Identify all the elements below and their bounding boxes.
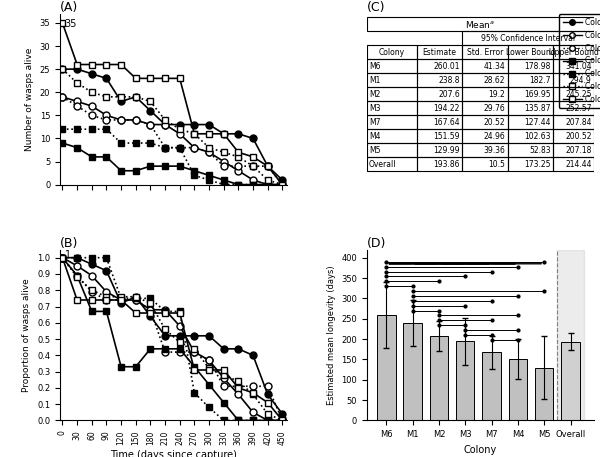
Text: Colony: Colony [379,48,405,57]
Text: 167.64: 167.64 [433,118,460,127]
Text: 52.83: 52.83 [529,146,551,155]
Bar [403,323,422,420]
Text: Estimate: Estimate [422,48,457,57]
Text: 182.7: 182.7 [529,76,551,85]
X-axis label: Time (days since capture): Time (days since capture) [110,450,237,457]
Text: 20.52: 20.52 [484,118,505,127]
Text: (D): (D) [367,237,386,250]
Text: Overall: Overall [369,160,397,169]
Text: 260.01: 260.01 [433,62,460,71]
Text: Lower Bound: Lower Bound [506,48,555,57]
Text: 214.44: 214.44 [565,160,592,169]
Bar [377,314,395,420]
Text: 102.63: 102.63 [524,132,551,141]
Text: M6: M6 [369,62,380,71]
Bar [557,250,584,420]
Bar [482,352,501,420]
Text: (B): (B) [60,237,79,250]
Text: M2: M2 [369,90,380,99]
Text: 341.04: 341.04 [565,62,592,71]
Text: 39.36: 39.36 [484,146,505,155]
Text: 207.18: 207.18 [565,146,592,155]
Text: 294.9: 294.9 [570,76,592,85]
Text: M4: M4 [369,132,380,141]
Text: 238.8: 238.8 [439,76,460,85]
Text: 10.5: 10.5 [488,160,505,169]
Bar [509,359,527,420]
Text: 252.57: 252.57 [565,104,592,113]
Text: 245.25: 245.25 [565,90,592,99]
Text: 207.84: 207.84 [565,118,592,127]
Bar [535,367,553,420]
X-axis label: Colony: Colony [464,445,497,455]
Text: 24.96: 24.96 [484,132,505,141]
Text: M7: M7 [369,118,380,127]
Y-axis label: Proportion of wasps alive: Proportion of wasps alive [22,278,31,392]
Text: 135.87: 135.87 [524,104,551,113]
Text: 173.25: 173.25 [524,160,551,169]
Text: 28.62: 28.62 [484,76,505,85]
Text: M1: M1 [369,76,380,85]
Text: 129.99: 129.99 [433,146,460,155]
Text: 95% Confidence Interval: 95% Confidence Interval [481,34,575,43]
Bar [456,341,475,420]
Text: Mean$^a$: Mean$^a$ [466,19,496,30]
Text: 178.98: 178.98 [524,62,551,71]
Text: Upper Bound: Upper Bound [548,48,598,57]
Text: 41.34: 41.34 [484,62,505,71]
Text: (C): (C) [367,1,385,14]
Text: (A): (A) [60,1,78,14]
Text: 207.6: 207.6 [438,90,460,99]
Text: 193.86: 193.86 [433,160,460,169]
Text: 200.52: 200.52 [565,132,592,141]
Text: 127.44: 127.44 [524,118,551,127]
Text: 35: 35 [65,19,77,29]
Text: M5: M5 [369,146,380,155]
Text: M3: M3 [369,104,380,113]
Text: 151.59: 151.59 [433,132,460,141]
Text: 19.2: 19.2 [488,90,505,99]
Text: 194.22: 194.22 [434,104,460,113]
Bar [430,336,448,420]
Text: 169.95: 169.95 [524,90,551,99]
Text: Std. Error: Std. Error [467,48,503,57]
Legend: Colony #M1, Colony #M2, Colony #M3, Colony #M4, Colony #M5, Colony #M6, Colony #: Colony #M1, Colony #M2, Colony #M3, Colo… [559,14,600,108]
Text: 1: 1 [65,250,71,260]
Y-axis label: Estimated mean longevity (days): Estimated mean longevity (days) [326,265,335,405]
Y-axis label: Number of wasps alive: Number of wasps alive [25,48,34,151]
Text: 29.76: 29.76 [484,104,505,113]
Bar [562,341,580,420]
